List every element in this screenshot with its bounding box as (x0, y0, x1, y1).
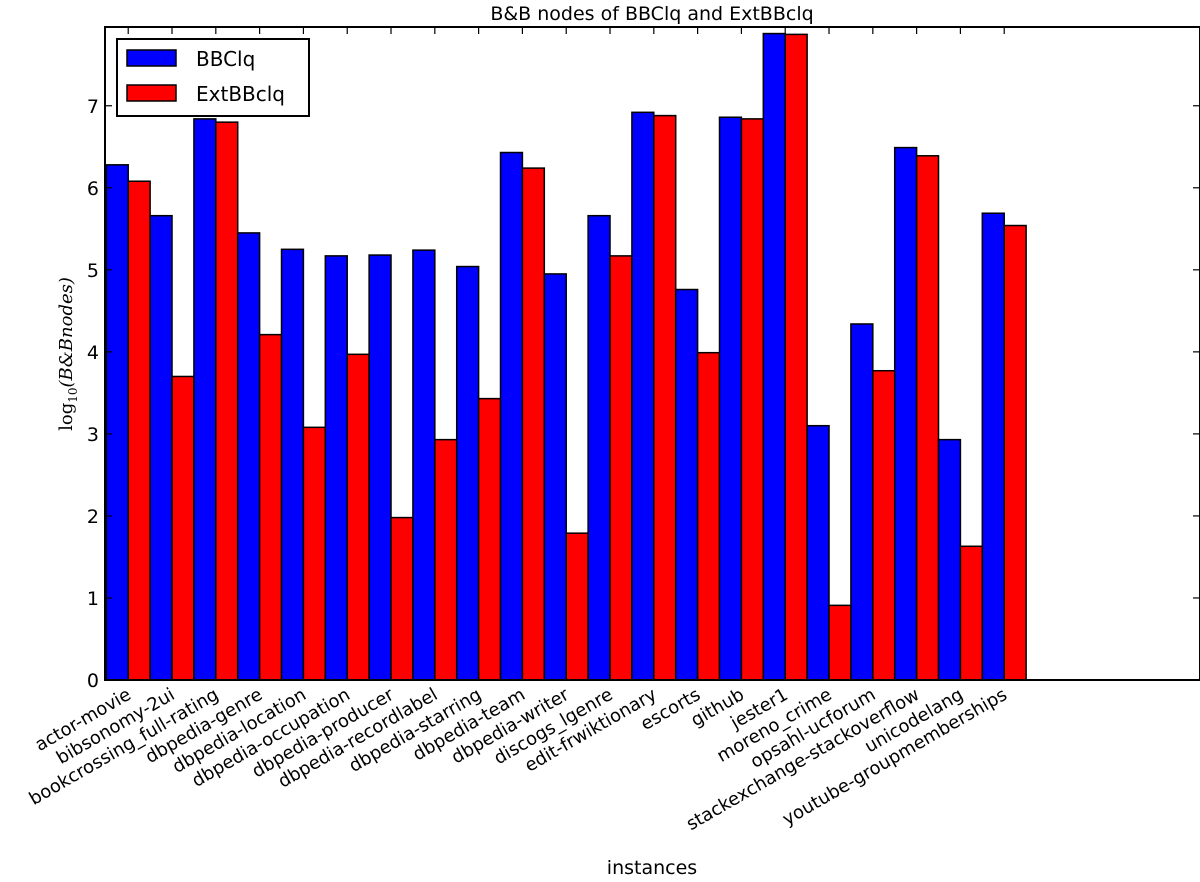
bar-bbclq-youtube-groupmemberships (981, 212, 1005, 681)
bar-extbbclq-escorts (696, 351, 721, 681)
bar-extbbclq-dbpedia-recordlabel (434, 438, 458, 681)
legend-label-bbclq: BBClq (196, 47, 255, 71)
y-tick-label: 1 (87, 588, 99, 610)
bar-bbclq-discogs_lgenre (587, 214, 611, 681)
bar-bbclq-dbpedia-occupation (324, 255, 348, 681)
bar-bbclq-dbpedia-genre (236, 232, 261, 681)
bar-bbclq-dbpedia-recordlabel (412, 249, 436, 681)
bar-bbclq-stackexchange-stackoverflow (893, 146, 918, 681)
bar-bbclq-edit-frwiktionary (631, 111, 655, 681)
bar-extbbclq-dbpedia-occupation (346, 353, 370, 681)
y-tick-label: 0 (87, 670, 99, 692)
bar-bbclq-dbpedia-starring (455, 265, 480, 681)
y-tick-label: 3 (87, 424, 99, 446)
bar-bbclq-opsahl-ucforum (850, 323, 874, 681)
bar-bbclq-unicodelang (937, 438, 962, 681)
bar-extbbclq-dbpedia-genre (258, 333, 283, 681)
y-tick-label: 6 (87, 178, 99, 200)
bar-bbclq-dbpedia-producer (368, 254, 392, 681)
legend-label-extbbclq: ExtBBclq (196, 82, 285, 106)
bar-extbbclq-github (740, 118, 765, 681)
bar-bbclq-escorts (674, 288, 699, 681)
bar-bbclq-bibsonomy-2ui (149, 214, 173, 681)
bar-extbbclq-stackexchange-stackoverflow (915, 155, 940, 681)
bar-extbbclq-dbpedia-writer (565, 532, 589, 681)
bar-bbclq-bookcrossing_full-rating (193, 118, 217, 681)
bar-bbclq-github (718, 116, 743, 681)
bar-extbbclq-moreno_crime (828, 604, 852, 681)
legend-swatch-bbclq (126, 49, 177, 67)
bar-extbbclq-dbpedia-producer (390, 516, 414, 681)
y-tick-label: 2 (87, 506, 99, 528)
bar-extbbclq-actor-movie (127, 180, 151, 681)
plot-frame (104, 26, 1200, 681)
bar-bbclq-dbpedia-team (499, 151, 524, 681)
bar-extbbclq-bibsonomy-2ui (171, 375, 195, 681)
bar-bbclq-jester1 (762, 32, 786, 681)
bar-extbbclq-dbpedia-starring (477, 397, 502, 681)
y-tick-label: 5 (87, 260, 99, 282)
bar-extbbclq-bookcrossing_full-rating (215, 121, 239, 681)
bar-bbclq-moreno_crime (806, 424, 830, 681)
bar-bbclq-actor-movie (105, 164, 129, 681)
y-axis-label: log10(B&Bnodes) (56, 277, 80, 431)
bar-extbbclq-dbpedia-location (302, 426, 327, 681)
x-axis-label: instances (607, 857, 697, 878)
bar-extbbclq-unicodelang (959, 545, 984, 681)
y-tick-label: 7 (87, 96, 99, 118)
bar-extbbclq-dbpedia-team (521, 167, 546, 681)
legend: BBClq ExtBBclq (116, 38, 310, 117)
bar-bbclq-dbpedia-location (280, 248, 305, 681)
bar-extbbclq-edit-frwiktionary (653, 114, 677, 681)
legend-swatch-extbbclq (126, 84, 177, 102)
bar-bbclq-dbpedia-writer (543, 273, 567, 681)
bar-extbbclq-youtube-groupmemberships (1003, 224, 1027, 681)
bar-extbbclq-opsahl-ucforum (872, 369, 896, 681)
chart-title: B&B nodes of BBClq and ExtBBclq (490, 3, 813, 25)
y-tick-label: 4 (87, 342, 99, 364)
bar-extbbclq-jester1 (784, 33, 808, 681)
bar-extbbclq-discogs_lgenre (609, 255, 633, 681)
